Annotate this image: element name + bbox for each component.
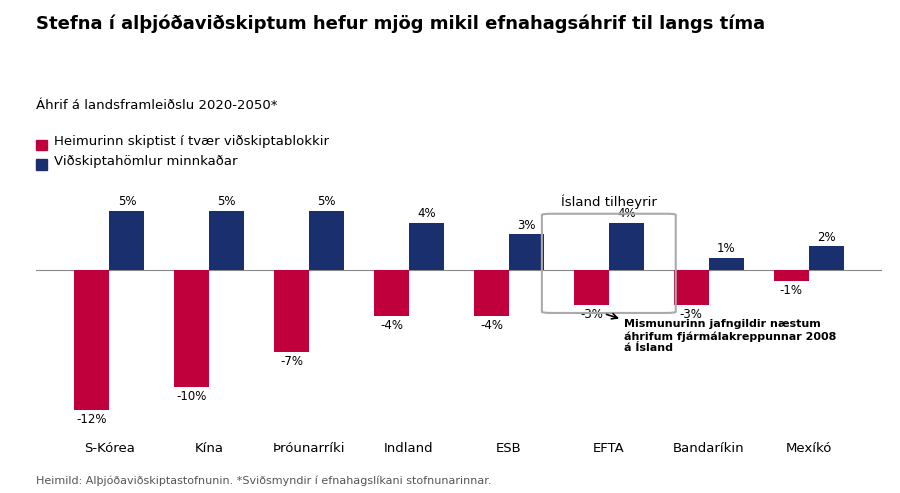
Text: -1%: -1% [779,284,803,297]
Bar [274,270,310,352]
Text: 4%: 4% [617,207,635,220]
Bar [574,270,608,305]
Text: -10%: -10% [176,390,207,403]
Bar [210,211,244,270]
Text: 5%: 5% [318,195,336,209]
Text: Viðskiptahömlur minnkaðar: Viðskiptahömlur minnkaðar [54,155,238,168]
Text: -3%: -3% [680,308,703,320]
Text: -4%: -4% [380,319,403,332]
Text: -7%: -7% [280,354,303,368]
Text: Ísland tilheyrir: Ísland tilheyrir [561,195,657,209]
Bar [808,246,843,270]
Text: 5%: 5% [118,195,136,209]
Text: -4%: -4% [480,319,503,332]
Bar [608,222,644,270]
Bar [75,270,110,410]
Bar [374,270,410,317]
Bar [774,270,808,281]
Text: Mismunurinn jafngildir næstum
áhrifum fjármálakreppunnar 2008
á Ísland: Mismunurinn jafngildir næstum áhrifum fj… [624,319,836,353]
Bar [708,258,743,270]
Text: 2%: 2% [817,231,835,244]
Text: -12%: -12% [76,413,107,426]
Text: Heimurinn skiptist í tvær viðskiptablokkir: Heimurinn skiptist í tvær viðskiptablokk… [54,135,329,148]
Bar [410,222,444,270]
Text: Áhrif á landsframleiðslu 2020-2050*: Áhrif á landsframleiðslu 2020-2050* [36,99,277,111]
Text: -3%: -3% [580,308,603,320]
Bar [674,270,708,305]
Text: Stefna í alþjóðaviðskiptum hefur mjög mikil efnahagsáhrif til langs tíma: Stefna í alþjóðaviðskiptum hefur mjög mi… [36,15,765,34]
Text: 5%: 5% [218,195,236,209]
Text: 4%: 4% [418,207,436,220]
Text: Heimild: Alþjóðaviðskiptastofnunin. *Sviðsmyndir í efnahagslíkani stofnunarinnar: Heimild: Alþjóðaviðskiptastofnunin. *Svi… [36,475,491,486]
Text: 1%: 1% [717,243,735,255]
Bar [508,234,544,270]
Bar [175,270,210,387]
Bar [310,211,344,270]
Bar [110,211,144,270]
Bar [474,270,508,317]
Text: 3%: 3% [518,219,536,232]
